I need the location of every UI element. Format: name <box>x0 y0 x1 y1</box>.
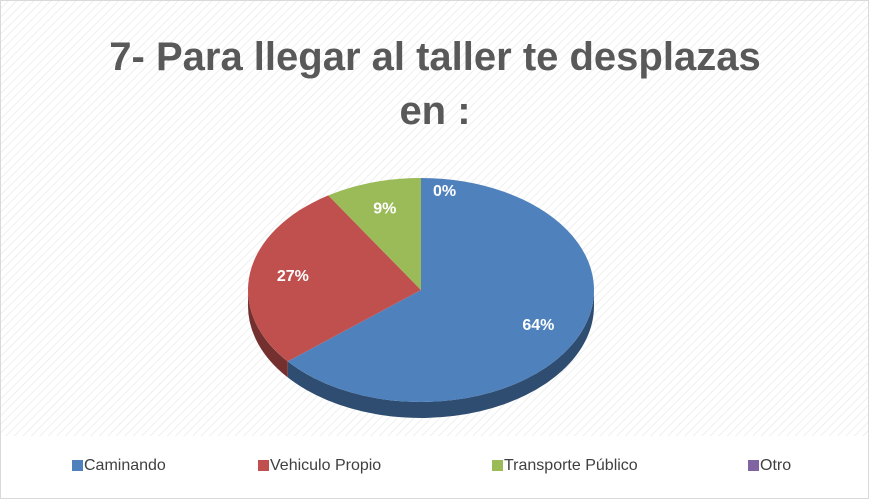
value-label: 27% <box>277 268 309 285</box>
slice-side <box>287 290 594 418</box>
slice <box>328 178 421 290</box>
value-label: 9% <box>373 201 396 218</box>
legend-swatch <box>72 460 83 471</box>
legend-swatch <box>748 460 759 471</box>
slice <box>287 178 594 403</box>
legend-swatch <box>492 460 503 471</box>
slice-side <box>248 290 288 378</box>
legend-label: Caminando <box>84 457 166 474</box>
value-label: 0% <box>433 183 456 200</box>
legend-label: Vehiculo Propio <box>270 457 381 474</box>
value-label: 64% <box>522 317 554 334</box>
slice <box>247 195 421 362</box>
legend-swatch <box>258 460 269 471</box>
chart-title: 7- Para llegar al taller te desplazas en… <box>109 35 761 133</box>
legend-band <box>1 436 868 498</box>
legend-label: Transporte Público <box>504 457 638 474</box>
legend-label: Otro <box>760 457 791 474</box>
